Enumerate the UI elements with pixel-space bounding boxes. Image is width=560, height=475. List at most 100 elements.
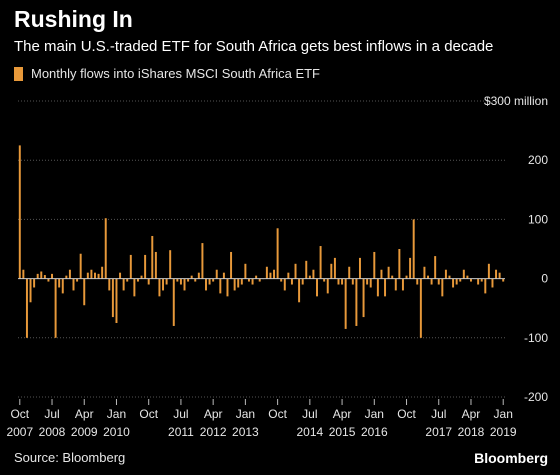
bar	[502, 278, 505, 282]
bar	[326, 278, 329, 294]
bar	[480, 278, 483, 282]
bar	[283, 278, 286, 291]
bar	[90, 269, 93, 279]
x-tick-year: 2014	[296, 425, 323, 439]
bar	[276, 228, 279, 279]
bar	[373, 251, 376, 279]
legend-swatch	[14, 66, 23, 81]
bar	[201, 243, 204, 279]
bar	[36, 273, 39, 279]
y-tick-label: 200	[528, 153, 548, 167]
bar	[54, 278, 57, 338]
bar	[68, 269, 71, 279]
bar	[255, 275, 258, 279]
bar	[237, 278, 240, 288]
bar	[305, 260, 308, 279]
bar	[183, 278, 186, 291]
bar	[308, 275, 311, 279]
bar	[405, 275, 408, 279]
bar	[401, 278, 404, 291]
bar	[434, 256, 437, 279]
x-tick-month: Oct	[268, 407, 287, 421]
bar	[94, 272, 96, 279]
bar	[58, 278, 61, 288]
bar	[61, 278, 64, 294]
bar	[459, 278, 462, 282]
bar	[140, 275, 143, 279]
bar	[104, 218, 107, 279]
bar	[448, 275, 451, 279]
x-tick-year: 2012	[200, 425, 227, 439]
bar	[129, 254, 132, 279]
x-tick-month: Jul	[173, 407, 188, 421]
bar	[205, 278, 207, 291]
bar	[122, 278, 125, 291]
bar	[108, 278, 111, 291]
x-tick-year: 2017	[425, 425, 452, 439]
bar	[269, 272, 272, 279]
bar	[287, 272, 290, 279]
bar	[469, 278, 472, 282]
bar	[273, 269, 276, 279]
x-tick-month: Apr	[204, 407, 223, 421]
x-tick-month: Jan	[236, 407, 255, 421]
bar	[416, 278, 419, 285]
bar	[76, 278, 79, 282]
x-tick-year: 2013	[232, 425, 259, 439]
bar	[441, 278, 444, 297]
bar	[47, 278, 50, 282]
bar	[126, 278, 129, 282]
bar	[251, 278, 254, 285]
bar	[212, 278, 215, 282]
bar	[247, 278, 250, 282]
bar	[462, 269, 465, 279]
bar	[158, 278, 161, 297]
bar	[455, 278, 458, 285]
bar	[358, 257, 361, 279]
bar	[190, 275, 193, 279]
bar	[22, 269, 25, 279]
bar	[398, 249, 401, 279]
bar	[222, 272, 225, 279]
bar	[495, 269, 498, 279]
bar	[387, 266, 390, 279]
x-tick-year: 2011	[168, 425, 194, 439]
x-tick-year: 2016	[361, 425, 388, 439]
bar	[484, 278, 487, 294]
x-tick-year: 2018	[458, 425, 485, 439]
bar	[394, 278, 397, 291]
bar	[172, 278, 175, 326]
bar	[355, 278, 358, 326]
bar	[72, 278, 75, 291]
bar	[40, 271, 43, 279]
bar	[487, 263, 490, 279]
bar	[265, 266, 268, 279]
bar	[391, 275, 394, 279]
bar	[294, 263, 297, 279]
x-tick-year: 2019	[490, 425, 517, 439]
x-tick-month: Oct	[139, 407, 158, 421]
bar	[341, 278, 344, 285]
legend-label: Monthly flows into iShares MSCI South Af…	[31, 66, 320, 81]
bar	[312, 269, 315, 279]
bar	[423, 266, 426, 279]
bloomberg-logo: Bloomberg	[474, 450, 548, 466]
bar	[97, 273, 100, 279]
bar	[419, 278, 422, 338]
x-tick-month: Apr	[75, 407, 94, 421]
bar	[244, 263, 247, 279]
bar	[376, 278, 379, 297]
bar	[136, 278, 139, 282]
bar	[366, 278, 369, 285]
bar	[444, 269, 447, 279]
bar	[187, 278, 190, 282]
bar	[165, 278, 168, 285]
x-tick-year: 2009	[71, 425, 98, 439]
bar	[179, 278, 182, 285]
bar	[119, 272, 122, 279]
bar	[316, 278, 318, 297]
bar	[333, 257, 336, 279]
bar	[43, 275, 46, 279]
bar	[115, 278, 118, 323]
